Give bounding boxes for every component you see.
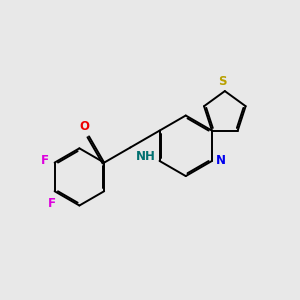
Text: O: O — [79, 120, 89, 133]
Text: NH: NH — [136, 150, 156, 163]
Text: S: S — [218, 75, 227, 88]
Text: F: F — [41, 154, 49, 167]
Text: F: F — [48, 197, 56, 210]
Text: N: N — [216, 154, 226, 167]
